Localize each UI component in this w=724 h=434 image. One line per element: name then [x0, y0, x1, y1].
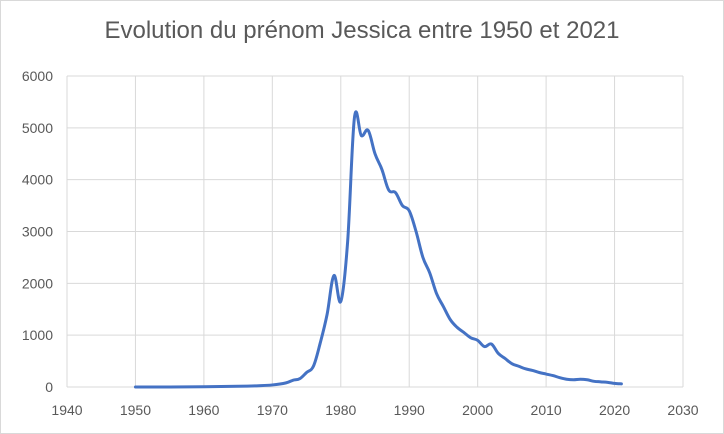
- data-point: [387, 189, 390, 192]
- y-tick-label: 2000: [22, 275, 53, 291]
- y-tick-label: 4000: [22, 172, 53, 188]
- data-point: [449, 318, 452, 321]
- data-point: [497, 352, 500, 355]
- data-point: [394, 191, 397, 194]
- data-point: [339, 300, 342, 303]
- y-tick-label: 6000: [22, 68, 53, 84]
- x-tick-label: 1940: [51, 402, 82, 418]
- data-point: [476, 339, 479, 342]
- data-point: [332, 274, 335, 277]
- data-point: [462, 331, 465, 334]
- data-point: [442, 305, 445, 308]
- data-point: [456, 326, 459, 329]
- y-tick-label: 0: [45, 379, 53, 395]
- data-point: [469, 336, 472, 339]
- data-point: [435, 292, 438, 295]
- data-point: [285, 381, 288, 384]
- data-point: [326, 313, 329, 316]
- data-point: [545, 373, 548, 376]
- data-point: [421, 256, 424, 259]
- data-point: [510, 362, 513, 365]
- x-tick-label: 2010: [531, 402, 562, 418]
- data-point: [613, 382, 616, 385]
- chart-title: Evolution du prénom Jessica entre 1950 e…: [104, 17, 620, 44]
- data-point: [538, 371, 541, 374]
- data-point: [346, 240, 349, 243]
- data-point: [408, 209, 411, 212]
- data-point: [504, 357, 507, 360]
- data-point: [374, 152, 377, 155]
- x-tick-label: 1970: [257, 402, 288, 418]
- data-point: [305, 371, 308, 374]
- series-line: [133, 110, 623, 389]
- data-point: [599, 380, 602, 383]
- x-tick-label: 1950: [120, 402, 151, 418]
- x-tick-label: 1990: [394, 402, 425, 418]
- data-point: [565, 378, 568, 381]
- data-point: [298, 377, 301, 380]
- y-tick-label: 3000: [22, 224, 53, 240]
- data-point: [291, 379, 294, 382]
- data-point: [558, 376, 561, 379]
- data-point: [620, 382, 623, 385]
- data-point: [168, 386, 171, 389]
- data-point: [428, 271, 431, 274]
- data-point: [257, 384, 260, 387]
- data-point: [572, 378, 575, 381]
- data-point: [401, 204, 404, 207]
- data-point: [483, 345, 486, 348]
- data-point: [360, 134, 363, 137]
- data-point: [380, 168, 383, 171]
- x-tick-label: 2000: [462, 402, 493, 418]
- data-point: [551, 374, 554, 377]
- data-point: [134, 386, 137, 389]
- y-tick-label: 5000: [22, 120, 53, 136]
- y-tick-label: 1000: [22, 327, 53, 343]
- data-point: [579, 378, 582, 381]
- x-tick-label: 2020: [599, 402, 630, 418]
- data-point: [586, 378, 589, 381]
- data-point: [531, 369, 534, 372]
- data-point: [271, 383, 274, 386]
- x-tick-label: 1980: [325, 402, 356, 418]
- data-point: [524, 367, 527, 370]
- data-point: [606, 381, 609, 384]
- data-point: [353, 116, 356, 119]
- data-point: [312, 365, 315, 368]
- data-point: [319, 341, 322, 344]
- data-point: [367, 129, 370, 132]
- data-point: [415, 230, 418, 233]
- data-point: [202, 385, 205, 388]
- x-tick-label: 1960: [188, 402, 219, 418]
- data-point: [490, 342, 493, 345]
- data-point: [237, 385, 240, 388]
- data-point: [593, 380, 596, 383]
- data-point: [517, 365, 520, 368]
- x-tick-label: 2030: [667, 402, 698, 418]
